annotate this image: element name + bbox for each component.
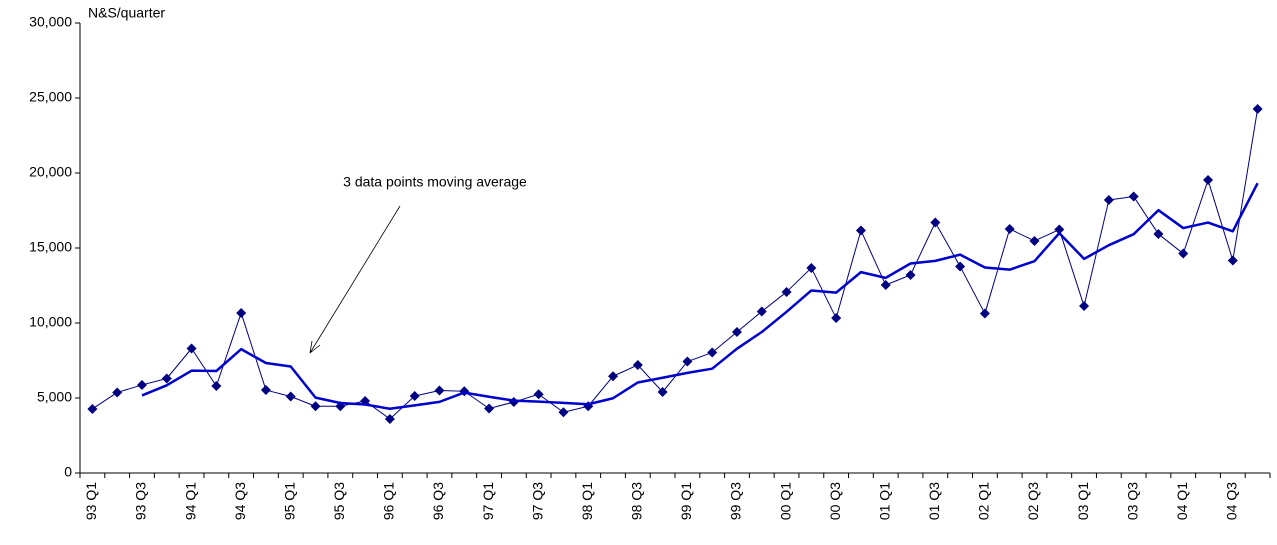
data-point [1128,191,1139,202]
data-point [979,308,990,319]
x-tick-label: 99 Q1 [678,482,694,520]
data-point [806,262,817,273]
x-tick-label: 02 Q1 [976,482,992,520]
data-point [558,407,569,418]
x-tick-label: 03 Q3 [1124,482,1140,520]
data-point [756,306,767,317]
x-tick-label: 98 Q3 [629,482,645,520]
data-point [384,414,395,424]
x-tick-label: 96 Q3 [430,482,446,520]
data-point [87,403,98,414]
data-point [1103,195,1114,205]
data-point [409,391,420,402]
x-tick-label: 95 Q1 [281,482,297,520]
data-point [905,270,916,280]
data-point [112,387,123,398]
x-tick-label: 01 Q3 [926,482,942,520]
x-tick-label: 02 Q3 [1025,482,1041,520]
x-tick-label: 03 Q1 [1075,482,1091,520]
data-point [1004,223,1015,234]
y-tick-label: 5,000 [37,389,72,405]
data-point [1178,248,1189,259]
data-point [781,286,792,297]
data-point [1029,235,1040,246]
data-point [186,343,197,354]
y-axis-label: N&S/quarter [88,5,165,21]
data-point [1054,224,1065,235]
x-tick-label: 00 Q1 [777,482,793,520]
x-tick-label: 00 Q3 [827,482,843,520]
annotation-arrow [309,205,401,354]
y-tick-label: 25,000 [29,89,72,105]
data-point [731,327,742,337]
y-tick-label: 15,000 [29,239,72,255]
x-tick-label: 94 Q1 [182,482,198,520]
data-point [310,401,321,412]
x-tick-label: 93 Q3 [133,482,149,520]
data-point [608,371,619,382]
data-point [161,373,172,384]
y-tick-label: 0 [64,464,72,480]
x-tick-label: 99 Q3 [728,482,744,520]
data-point [1203,175,1214,186]
data-point [508,397,519,408]
data-point [1079,301,1090,312]
data-point [682,356,693,367]
x-tick-label: 93 Q1 [83,482,99,520]
data-point [211,381,222,391]
data-point [533,389,544,400]
arrow-head [309,340,321,354]
data-point [484,403,495,414]
data-point [855,225,866,236]
y-tick-label: 20,000 [29,164,72,180]
data-point [136,379,147,390]
data-point [285,391,296,402]
x-tick-label: 95 Q3 [331,482,347,520]
data-point [434,385,445,396]
x-tick-label: 96 Q1 [381,482,397,520]
data-point [1252,103,1263,114]
annotation: 3 data points moving average [343,174,527,190]
y-tick-label: 10,000 [29,314,72,330]
x-tick-label: 01 Q1 [876,482,892,520]
data-point [880,280,891,291]
data-point [930,217,941,228]
data-point [632,360,643,370]
x-tick-label: 97 Q3 [529,482,545,520]
data-point [260,385,271,396]
series-line [141,182,1259,410]
x-tick-label: 94 Q3 [232,482,248,520]
data-point [1227,255,1238,266]
data-point [657,387,668,397]
x-tick-label: 97 Q1 [480,482,496,520]
data-point [707,347,718,358]
series-line [92,108,1259,420]
y-tick-label: 30,000 [29,14,72,30]
data-point [1153,229,1164,240]
x-tick-label: 98 Q1 [579,482,595,520]
data-point [955,261,966,272]
data-point [831,313,842,324]
x-tick-label: 04 Q3 [1224,482,1240,520]
data-point [236,307,247,318]
x-tick-label: 04 Q1 [1174,482,1190,520]
